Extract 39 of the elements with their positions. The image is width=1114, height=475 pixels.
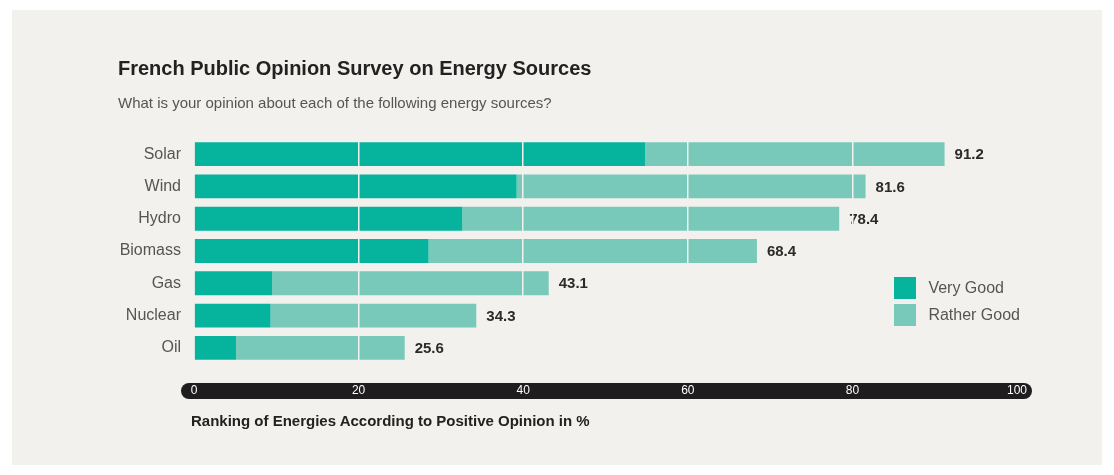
legend-label: Very Good [928, 279, 1004, 297]
x-tick-label: 100 [1006, 382, 1028, 397]
bar [194, 335, 236, 360]
y-tick-label: Wind [144, 176, 181, 194]
total-label: 43.1 [558, 274, 588, 292]
x-tick-label: 40 [516, 382, 531, 397]
bar [194, 303, 271, 328]
legend-label: Rather Good [928, 306, 1020, 324]
bar [194, 239, 429, 263]
total-label: 81.6 [875, 177, 905, 195]
total-label: 68.4 [766, 242, 797, 260]
x-axis-title: Ranking of Energies According to Positive Opinion in % [191, 412, 590, 429]
bar [272, 271, 549, 296]
bar [194, 174, 517, 199]
y-tick-label: Biomass [119, 241, 181, 259]
chart-subtitle: What is your opinion about each of the following energy sources? [118, 94, 552, 111]
bar [194, 271, 273, 296]
total-label: 78.4 [849, 209, 880, 227]
x-tick-label: 20 [351, 382, 366, 397]
bar [270, 303, 477, 328]
y-tick-label: Hydro [138, 209, 182, 227]
bar [235, 335, 405, 360]
total-label: 91.2 [954, 145, 984, 163]
bar [428, 239, 757, 263]
total-label: 34.3 [486, 306, 516, 324]
bar [462, 206, 840, 231]
x-tick-label: 80 [845, 382, 860, 397]
y-tick-label: Gas [151, 273, 181, 291]
x-tick-label: 0 [190, 382, 198, 397]
bar [194, 206, 463, 231]
total-label: 25.6 [414, 339, 444, 356]
y-tick-label: Solar [143, 144, 182, 162]
chart-title: French Public Opinion Survey on Energy Sources [118, 57, 592, 80]
bar [516, 174, 866, 199]
y-tick-label: Oil [161, 338, 181, 356]
bar [194, 142, 645, 167]
y-tick-label: Nuclear [125, 305, 182, 323]
bar [645, 142, 945, 167]
x-tick-label: 60 [681, 382, 695, 397]
